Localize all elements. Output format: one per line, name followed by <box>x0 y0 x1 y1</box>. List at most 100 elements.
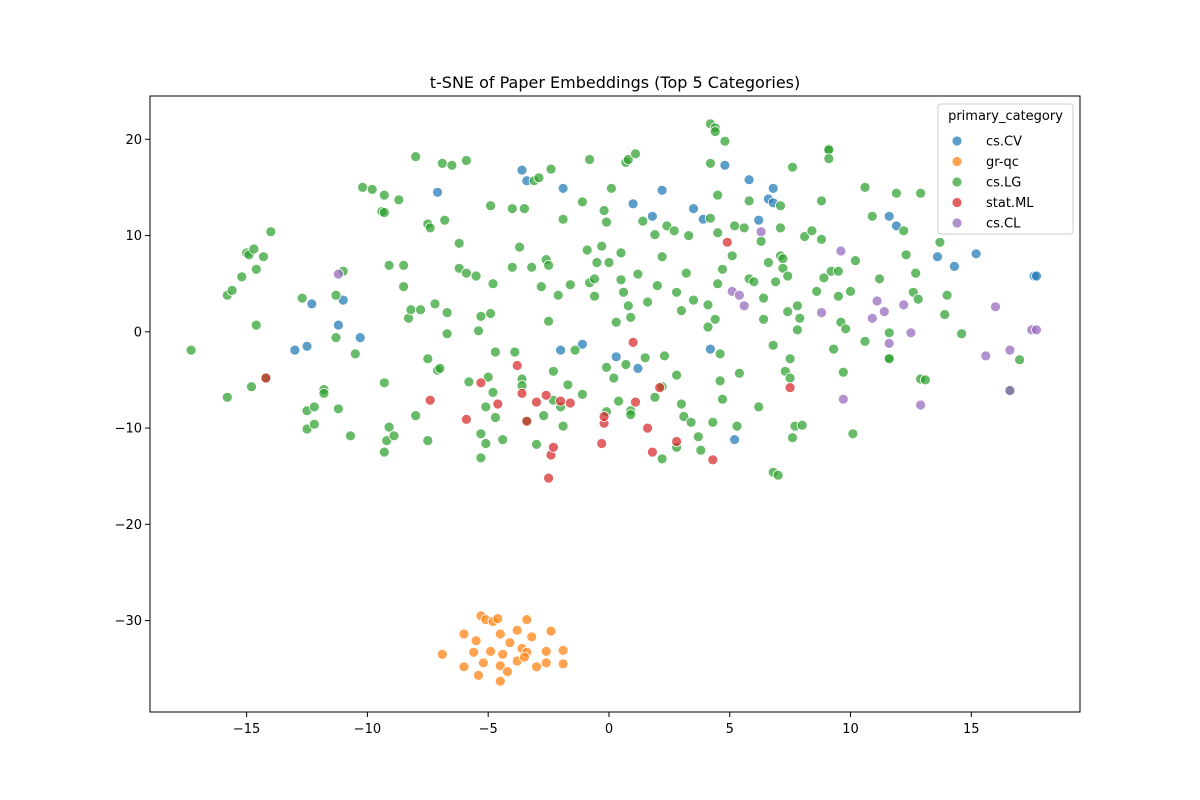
data-point <box>688 294 699 306</box>
data-point <box>792 324 803 336</box>
data-point <box>743 174 755 186</box>
data-point <box>577 338 588 350</box>
series-gr-qc <box>436 610 569 687</box>
data-point <box>398 281 410 293</box>
data-point <box>424 222 436 234</box>
data-point <box>473 670 484 681</box>
data-point <box>910 267 922 279</box>
data-point <box>533 172 545 184</box>
y-axis: −30 −20 −10 0 10 20 <box>115 133 150 629</box>
data-point <box>647 446 658 458</box>
data-point <box>236 271 248 283</box>
data-point <box>729 220 740 232</box>
data-point <box>569 344 581 356</box>
data-point <box>543 472 554 484</box>
data-point <box>668 225 680 237</box>
data-point <box>615 247 627 259</box>
data-point <box>260 372 272 384</box>
data-point <box>383 259 395 271</box>
data-point <box>702 299 714 311</box>
data-point <box>671 286 682 298</box>
data-point <box>354 332 366 344</box>
x-tick-label: −15 <box>233 722 260 737</box>
data-point <box>883 353 895 365</box>
data-point <box>446 159 458 171</box>
data-point <box>731 420 743 432</box>
data-point <box>330 289 342 301</box>
data-point <box>712 227 724 239</box>
data-point <box>833 290 844 302</box>
data-point <box>531 438 542 450</box>
data-point <box>859 181 871 193</box>
data-point <box>792 300 803 312</box>
data-point <box>656 184 668 196</box>
data-point <box>598 205 610 216</box>
data-point <box>308 401 320 413</box>
data-point <box>378 377 390 389</box>
data-point <box>301 340 313 352</box>
data-point <box>564 397 576 409</box>
data-point <box>871 295 883 307</box>
x-tick-label: 15 <box>963 722 980 737</box>
data-point <box>755 226 767 238</box>
data-point <box>676 305 687 317</box>
legend: primary_category cs.CVgr-qccs.LGstat.MLc… <box>937 103 1074 235</box>
data-point <box>767 182 779 194</box>
data-point <box>492 613 504 624</box>
data-point <box>332 319 344 331</box>
legend-marker <box>951 197 963 208</box>
data-point <box>248 243 260 255</box>
data-point <box>845 285 856 297</box>
data-point <box>719 135 731 147</box>
data-point <box>577 388 588 400</box>
data-point <box>692 431 704 443</box>
data-point <box>475 377 487 389</box>
data-point <box>516 387 528 399</box>
data-point <box>531 661 542 673</box>
data-point <box>784 382 796 394</box>
data-point <box>637 215 649 227</box>
legend-label: cs.CV <box>986 135 1022 150</box>
data-point <box>627 198 639 210</box>
data-point <box>441 328 453 340</box>
data-point <box>436 648 448 660</box>
data-point <box>410 151 422 163</box>
data-point <box>705 212 716 224</box>
data-point <box>596 240 608 252</box>
data-point <box>717 263 728 275</box>
data-point <box>480 401 492 413</box>
data-point <box>625 311 637 323</box>
data-point <box>439 214 451 226</box>
data-point <box>920 374 931 386</box>
data-point <box>398 259 410 271</box>
data-point <box>702 321 714 333</box>
data-point <box>777 262 789 274</box>
data-point <box>866 210 878 222</box>
data-point <box>494 628 506 640</box>
data-point <box>557 213 569 225</box>
data-point <box>552 289 564 301</box>
data-point <box>422 353 434 365</box>
data-point <box>622 154 634 165</box>
data-point <box>656 453 668 465</box>
data-point <box>246 381 257 393</box>
data-point <box>818 272 830 284</box>
data-point <box>366 183 378 195</box>
data-point <box>511 624 523 636</box>
data-point <box>775 222 786 234</box>
data-point <box>540 389 552 401</box>
data-point <box>753 401 765 413</box>
data-point <box>784 372 796 384</box>
data-point <box>535 281 547 293</box>
data-point <box>782 306 794 318</box>
data-point <box>787 161 798 173</box>
data-point <box>258 251 269 263</box>
data-point <box>521 614 533 625</box>
legend-items: cs.CV gr-qc cs.LG stat.ML cs.CL <box>951 135 1034 232</box>
data-point <box>514 241 525 253</box>
data-point <box>424 394 436 406</box>
series-stat-ml <box>260 236 796 484</box>
data-point <box>949 260 960 272</box>
data-point <box>755 235 767 247</box>
data-point <box>941 289 953 301</box>
